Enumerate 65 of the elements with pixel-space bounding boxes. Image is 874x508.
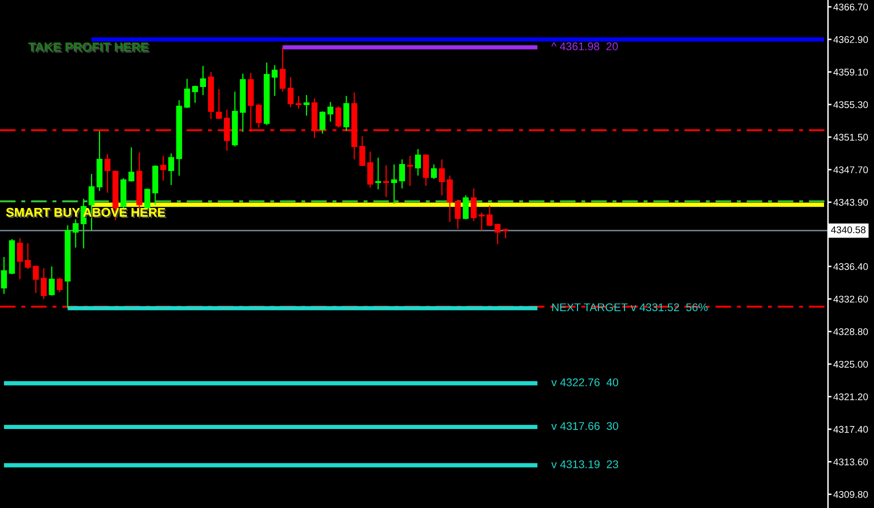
candlestick [422, 154, 429, 186]
candlestick [32, 265, 39, 294]
y-tick-label: 4343.90 [833, 198, 868, 206]
candlestick [304, 94, 310, 116]
y-tick-label: 4325.00 [833, 360, 868, 368]
y-tick-label: 4355.30 [833, 101, 868, 108]
candlestick [454, 199, 461, 230]
candlestick [72, 218, 79, 248]
series-label: v 4317.66 30 [551, 422, 618, 430]
candlestick [494, 223, 501, 245]
candlestick [327, 101, 334, 122]
candlestick [470, 188, 477, 222]
candlestick [296, 95, 302, 110]
candlestick [168, 152, 174, 186]
y-tick-label: 4317.40 [833, 426, 868, 433]
candlestick [24, 242, 31, 270]
candlestick [335, 106, 342, 128]
candlestick [280, 46, 286, 92]
candlestick [272, 64, 278, 96]
candlestick [160, 155, 166, 182]
candlestick [407, 155, 413, 186]
candlestick [16, 238, 23, 280]
candlestick [383, 164, 390, 198]
y-tick-label: 4351.50 [833, 134, 868, 141]
candlestick [502, 228, 509, 239]
candlestick [415, 148, 421, 176]
candlestick [430, 164, 437, 180]
candlestick [184, 78, 190, 108]
candlestick [40, 268, 47, 300]
candlestick [128, 146, 134, 182]
y-tick-label: 4313.60 [833, 458, 868, 466]
candlestick [200, 65, 206, 96]
candlestick [446, 175, 453, 222]
candlestick [367, 151, 374, 188]
candlestick [343, 95, 350, 132]
candlestick [104, 154, 110, 194]
series-label: v 4313.19 23 [551, 460, 618, 468]
series-label: v 4322.76 40 [551, 378, 618, 386]
y-tick-label: 4321.20 [833, 393, 868, 400]
candlestick [359, 136, 366, 167]
candlestick [48, 266, 55, 296]
candlestick [478, 212, 485, 231]
candlestick [288, 76, 294, 108]
candlestick [486, 205, 493, 227]
candlestick [375, 157, 382, 190]
candlestick [462, 194, 469, 220]
candlestick [216, 88, 222, 120]
candlestick [56, 277, 63, 293]
candlestick [1, 256, 7, 294]
candlestick [192, 85, 198, 104]
candlestick [399, 158, 406, 190]
ref-line-label: 4340.58 [831, 226, 866, 234]
y-tick-label: 4366.70 [833, 4, 868, 10]
y-tick-label: 4328.80 [833, 328, 868, 336]
y-tick-label: 4347.70 [833, 166, 868, 174]
candlestick [391, 164, 398, 204]
y-tick-label: 4309.80 [833, 491, 868, 498]
annotation: TAKE PROFIT HERE [28, 42, 150, 53]
y-tick-label: 4332.60 [833, 296, 868, 303]
series-label: ^ 4361.98 20 [551, 42, 618, 50]
y-tick-label: 4359.10 [833, 68, 868, 76]
y-tick-label: 4336.40 [833, 263, 868, 270]
candlestick [438, 158, 445, 196]
y-tick-label: 4362.90 [833, 36, 868, 44]
candlestick [319, 110, 326, 134]
